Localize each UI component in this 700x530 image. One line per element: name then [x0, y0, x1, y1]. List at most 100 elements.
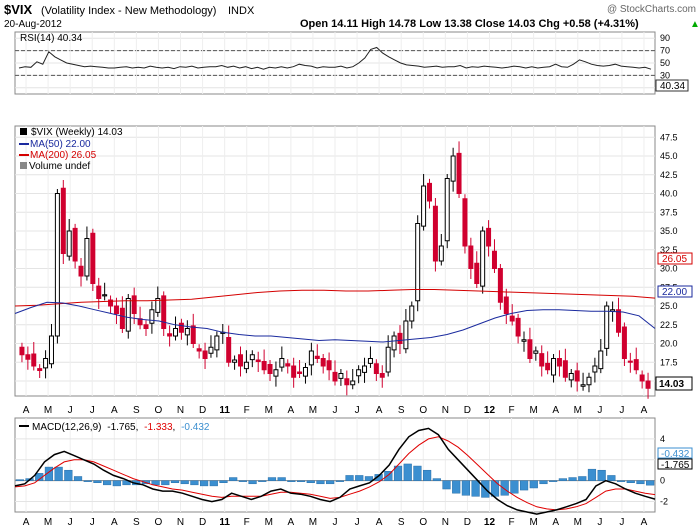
month-label: A	[111, 405, 118, 416]
price-x-axis: A M J J A S O N D 11 F M A M J J A S O N D 12 F M A M J J A	[23, 405, 648, 416]
candle-body	[474, 262, 480, 284]
ma200-value-label: 26.05	[662, 254, 687, 265]
macd-histogram-bar	[112, 480, 121, 487]
candle-body	[627, 360, 633, 363]
candle-body	[491, 250, 497, 269]
candle-body	[279, 358, 285, 368]
symbol-title: $VIX	[4, 2, 33, 17]
macd-histogram-bar	[73, 476, 83, 481]
month-label: N	[442, 517, 449, 528]
candle-body	[131, 295, 137, 314]
candle-body	[621, 326, 627, 359]
price-tick-label: 47.5	[660, 132, 678, 142]
close-value-label: 14.03	[659, 379, 684, 390]
legend-vix: $VIX (Weekly) 14.03	[31, 127, 123, 138]
macd-histogram-bar	[161, 480, 170, 486]
candle-body	[497, 268, 503, 303]
macd-histogram-bar	[500, 480, 509, 496]
candle-body	[214, 335, 220, 351]
macd-legend-comma1: ,	[136, 422, 139, 433]
macd-histogram-bar	[364, 476, 374, 481]
macd-histogram-bar	[568, 477, 577, 481]
macd-histogram-bar	[180, 480, 189, 485]
up-arrow-icon: ▲	[690, 19, 700, 30]
price-tick-label: 37.5	[660, 207, 678, 217]
macd-signal-line	[14, 436, 656, 511]
candle-body	[232, 359, 238, 363]
candle-body	[25, 354, 31, 360]
candle-body	[72, 227, 78, 262]
macd-histogram-bar	[558, 478, 567, 481]
candle-body	[551, 358, 557, 376]
macd-histogram-bar	[103, 480, 112, 486]
close-value-box	[655, 376, 693, 391]
candle-body	[415, 223, 421, 302]
month-label: S	[133, 405, 140, 416]
macd-histogram-bar	[616, 480, 626, 482]
macd-histogram-bar	[316, 480, 325, 485]
rsi-line	[18, 46, 652, 70]
candle-body	[273, 369, 279, 377]
candle-body	[574, 370, 580, 382]
macd-histogram-bar	[44, 466, 54, 481]
month-label: N	[177, 517, 184, 528]
price-tick-label: 35.0	[660, 226, 678, 236]
candle-body	[586, 376, 592, 386]
macd-histogram-bar	[607, 475, 616, 481]
candle-body	[314, 355, 320, 359]
candle-body	[78, 265, 84, 277]
macd-legend-comma2: ,	[173, 422, 176, 433]
month-label: D	[199, 517, 206, 528]
price-tick-label: 25.0	[660, 301, 678, 311]
macd-histogram-bar	[578, 476, 587, 481]
candle-body	[409, 305, 415, 322]
macd-panel: MACD(12,26,9) -1.765, -1.333, -0.432 420…	[14, 417, 693, 515]
ma50-value-box	[657, 285, 693, 298]
macd-histogram-bar	[490, 480, 500, 497]
macd-histogram-bar	[529, 480, 538, 489]
candle-body	[344, 378, 350, 386]
month-label: A	[552, 405, 559, 416]
legend-swatch-volume	[20, 162, 27, 169]
candle-body	[149, 309, 155, 324]
candle-body	[362, 365, 368, 373]
price-tick-label: 32.5	[660, 245, 678, 255]
candle-body	[391, 335, 397, 351]
candle-body	[556, 358, 562, 367]
month-label: D	[199, 405, 206, 416]
month-label: O	[419, 405, 427, 416]
price-tick-label: 22.5	[660, 320, 678, 330]
symbol-name: (Volatility Index - New Methodology)	[41, 5, 216, 17]
macd-legend: MACD(12,26,9) -1.765, -1.333, -0.432	[32, 422, 210, 433]
macd-histogram-bar	[229, 477, 238, 481]
macd-histogram-bar	[636, 480, 645, 485]
candle-body	[450, 155, 456, 182]
candle-body	[226, 337, 232, 363]
macd-legend-hist: -0.432	[181, 422, 210, 433]
month-label: O	[155, 517, 163, 528]
candle-body	[249, 354, 255, 361]
month-label: A	[111, 517, 118, 528]
candle-body	[261, 361, 267, 371]
candle-body	[125, 298, 131, 332]
macd-tick-label: -2	[660, 497, 668, 507]
macd-histogram-bar	[345, 475, 354, 481]
macd-histogram-bar	[646, 480, 655, 486]
candle-body	[438, 245, 444, 262]
candle-body	[161, 295, 167, 329]
candle-body	[515, 317, 521, 337]
price-panel: $VIX (Weekly) 14.03 MA(50) 22.00 MA(200)…	[14, 125, 693, 399]
candle-body	[155, 298, 161, 313]
candle-body	[521, 339, 527, 342]
rsi-tick-label: 70	[660, 46, 670, 56]
candle-body	[320, 358, 326, 367]
candle-body	[332, 371, 338, 382]
month-label: 11	[219, 405, 230, 416]
month-label: F	[244, 405, 250, 416]
macd-histogram-bar	[199, 480, 209, 487]
month-label: A	[288, 405, 295, 416]
candle-body	[645, 380, 651, 389]
macd-histogram-bar	[403, 463, 412, 481]
candle-body	[373, 363, 379, 374]
candle-body	[533, 350, 539, 354]
